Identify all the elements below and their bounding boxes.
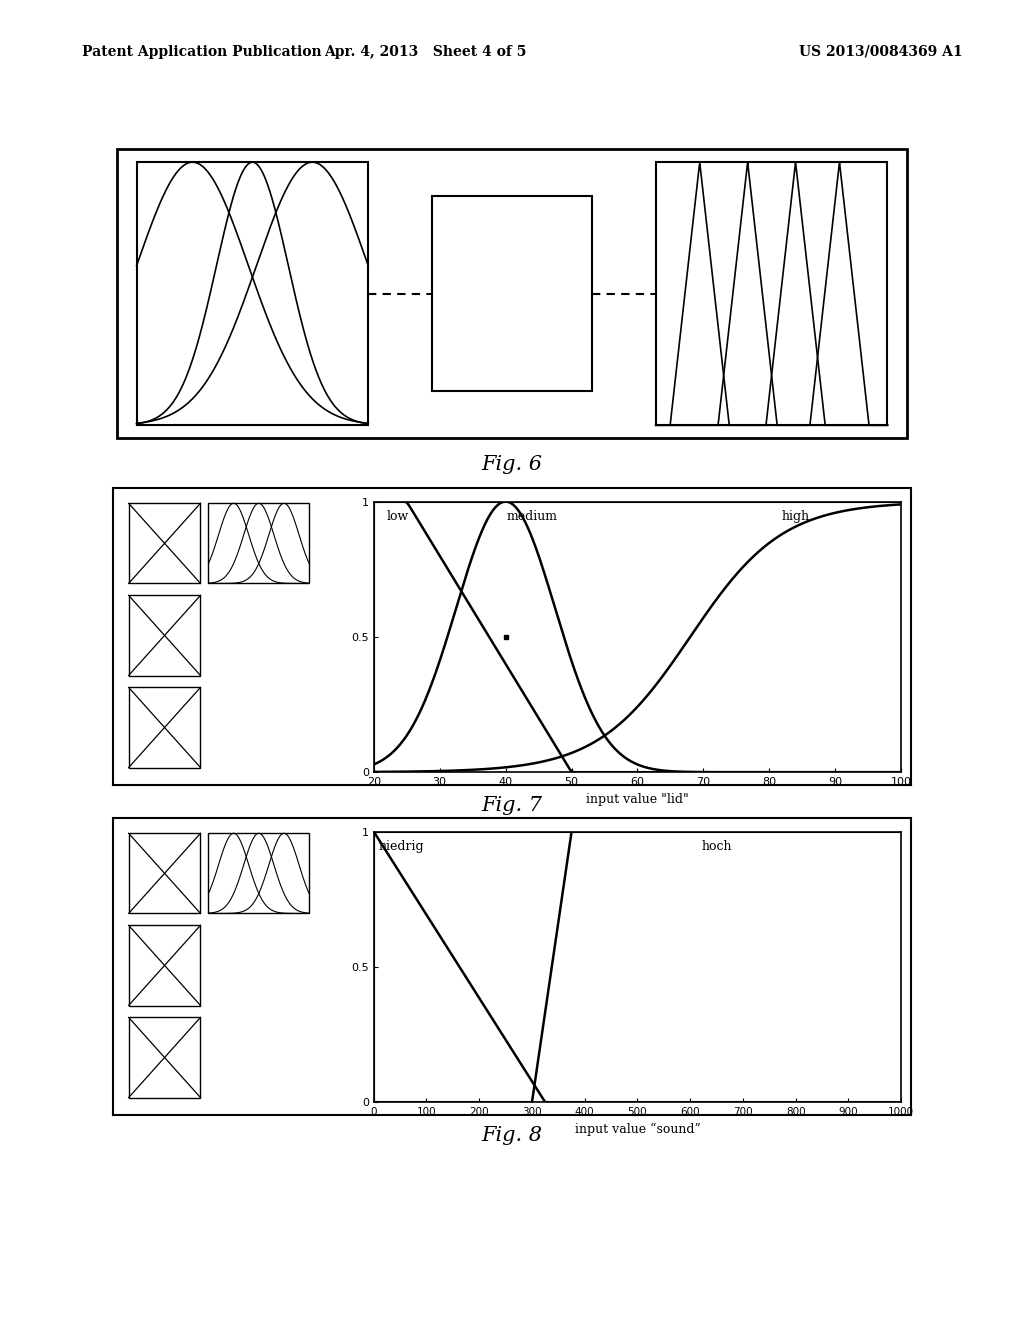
Text: Fig. 7: Fig. 7 <box>481 796 543 814</box>
Bar <box>129 833 201 913</box>
Text: Apr. 4, 2013   Sheet 4 of 5: Apr. 4, 2013 Sheet 4 of 5 <box>324 45 526 59</box>
Text: US 2013/0084369 A1: US 2013/0084369 A1 <box>799 45 963 59</box>
Text: low: low <box>387 510 410 523</box>
Text: Patent Application Publication: Patent Application Publication <box>82 45 322 59</box>
Text: high: high <box>781 510 810 523</box>
Text: medium: medium <box>507 510 557 523</box>
Bar <box>136 162 369 425</box>
Bar <box>129 925 201 1006</box>
Text: hoch: hoch <box>701 840 732 853</box>
Bar <box>209 833 309 913</box>
Text: niedrig: niedrig <box>379 840 425 853</box>
Bar <box>129 1018 201 1098</box>
Bar <box>129 688 201 767</box>
X-axis label: input value "lid": input value "lid" <box>586 792 689 805</box>
Text: Fig. 6: Fig. 6 <box>481 455 543 474</box>
X-axis label: input value “sound”: input value “sound” <box>574 1122 700 1135</box>
Bar <box>129 595 201 676</box>
Bar <box>432 197 592 391</box>
Text: Fig. 8: Fig. 8 <box>481 1126 543 1144</box>
Bar <box>209 503 309 583</box>
Bar <box>129 503 201 583</box>
Bar <box>655 162 888 425</box>
